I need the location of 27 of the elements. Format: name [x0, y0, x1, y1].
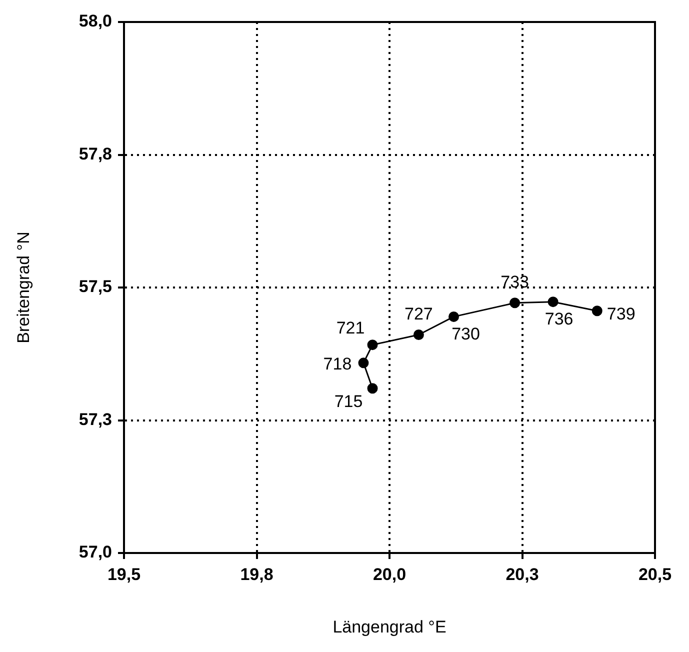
point: [448, 311, 459, 322]
annotation: 718: [323, 354, 352, 374]
y-tick-label: 57,5: [78, 277, 112, 296]
point: [548, 296, 558, 308]
y-tick-label: 57,8: [78, 144, 112, 164]
x-tick-label: 20,3: [506, 564, 539, 584]
point: [510, 298, 520, 308]
point: [592, 306, 602, 316]
y-tick-label: 58,0: [78, 12, 112, 31]
point: [367, 383, 378, 394]
y-axis-title: Breitengrad °N: [14, 232, 33, 344]
point: [358, 358, 369, 368]
point: [367, 340, 378, 350]
annotation: 739: [606, 304, 636, 324]
annotation: 715: [334, 392, 363, 412]
annotation: 730: [452, 324, 480, 344]
annotation: 721: [336, 318, 365, 338]
point: [413, 330, 424, 340]
y-tick-label: 57,3: [78, 410, 112, 429]
x-axis-title: Längengrad °E: [332, 617, 446, 636]
x-tick-label: 20,5: [638, 564, 672, 584]
x-tick-label: 20,0: [372, 564, 406, 584]
x-tick-label: 19,5: [107, 564, 141, 584]
y-tick-label: 57,0: [78, 542, 112, 562]
annotation: 727: [404, 304, 433, 324]
x-tick-label: 19,8: [240, 564, 274, 584]
annotation: 736: [544, 310, 574, 329]
